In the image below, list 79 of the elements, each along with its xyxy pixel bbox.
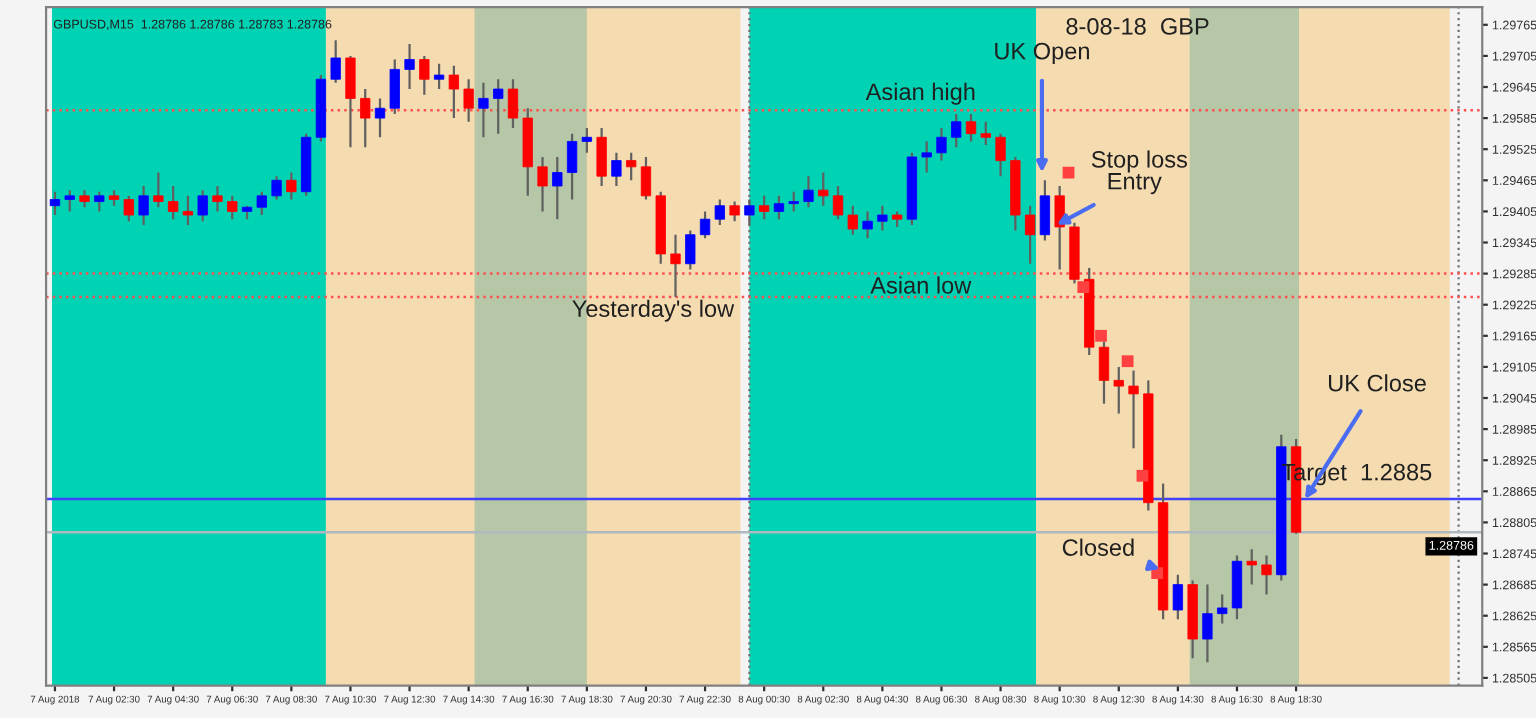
candlestick (153, 171, 164, 209)
candlestick (94, 190, 105, 213)
candlestick (685, 229, 696, 271)
candlestick (1172, 573, 1184, 621)
candlestick (507, 78, 519, 130)
annotation: Entry (1108, 173, 1162, 195)
candlestick (1128, 369, 1139, 450)
candlestick (552, 155, 563, 221)
candlestick (788, 190, 799, 213)
candlestick (271, 175, 282, 201)
candlestick (374, 97, 386, 139)
point (1136, 469, 1149, 482)
annotation: Closed (1062, 538, 1134, 556)
candlestick (478, 81, 489, 139)
candlestick (197, 189, 208, 223)
candlestick (419, 54, 430, 96)
point (1095, 329, 1107, 342)
candlestick (759, 194, 770, 221)
candlestick (980, 120, 991, 147)
annotation: UK Close (1328, 374, 1426, 392)
candlestick (345, 54, 356, 149)
candlestick (64, 189, 75, 213)
point (1121, 355, 1134, 368)
candlestick (1113, 365, 1124, 415)
candlestick (566, 132, 578, 201)
annotation: Asian high (865, 82, 975, 105)
candlestick (640, 155, 652, 201)
candlestick (965, 112, 977, 143)
candlestick (1202, 583, 1213, 664)
candlestick (49, 190, 61, 217)
candlestick (611, 151, 622, 188)
candlestick (286, 171, 297, 201)
candlestick (123, 194, 134, 223)
candlestick (1024, 204, 1036, 265)
candlestick (729, 200, 740, 223)
candlestick (493, 78, 504, 135)
candlestick (699, 210, 711, 240)
candlestick (537, 155, 548, 213)
candlestick (670, 233, 681, 299)
candlestick (448, 64, 460, 120)
candlestick (330, 39, 341, 84)
candlestick (877, 204, 888, 232)
candlestick (182, 194, 194, 226)
candlestick (936, 126, 947, 162)
candlestick (832, 184, 844, 221)
candlestick (227, 194, 238, 221)
candlestick (433, 62, 445, 91)
candlestick (596, 126, 607, 188)
candlestick (921, 140, 932, 174)
annotation: Yesterday's low (572, 299, 735, 322)
candlestick (714, 198, 725, 226)
candlestick (1246, 548, 1257, 586)
candlestick (168, 184, 179, 221)
candlestick (389, 58, 400, 116)
candlestick (463, 78, 474, 123)
candlestick (1039, 179, 1051, 242)
point (1077, 281, 1090, 293)
candlestick (995, 132, 1006, 178)
candlestick (581, 126, 592, 154)
candlestick (1231, 554, 1243, 621)
candlestick (744, 198, 755, 226)
chart-title: 8-08-18 GBP (1066, 17, 1209, 35)
candlestick (1054, 184, 1065, 271)
candlestick (404, 42, 415, 91)
candlestick (951, 112, 962, 149)
candlestick (862, 210, 873, 240)
candlestick (256, 190, 267, 217)
candlestick (212, 184, 223, 213)
candlestick (1261, 554, 1272, 596)
candlestick (847, 204, 858, 236)
candlestick (803, 175, 814, 209)
annotation: Stop loss (1091, 150, 1188, 173)
candlestick (626, 151, 637, 182)
candlestick (1217, 593, 1228, 625)
annotation: Asian low (870, 276, 972, 294)
candlestick (818, 171, 829, 207)
candlestick (773, 194, 785, 221)
candlestick (360, 87, 371, 149)
candlestick (138, 184, 149, 226)
